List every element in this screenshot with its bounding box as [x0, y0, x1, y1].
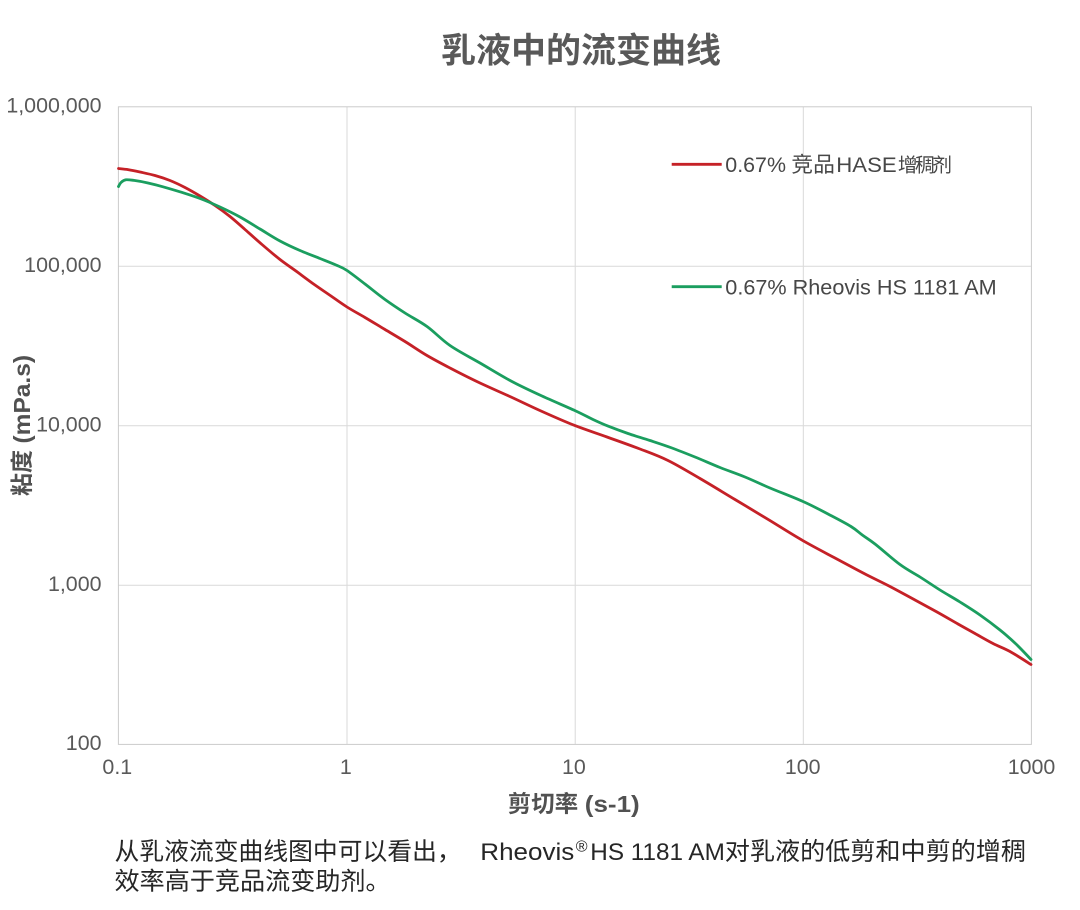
svg-text:100: 100 — [66, 731, 102, 755]
svg-text:®: ® — [576, 839, 588, 856]
svg-text:1: 1 — [340, 755, 352, 779]
svg-text:(s-1): (s-1) — [585, 791, 640, 817]
svg-text:100: 100 — [785, 755, 821, 779]
svg-text:Rheovis: Rheovis — [480, 839, 574, 866]
svg-text:HS 1181 AM: HS 1181 AM — [590, 839, 725, 866]
svg-text:100,000: 100,000 — [24, 253, 101, 277]
svg-text:1000: 1000 — [1008, 755, 1056, 779]
svg-text:1,000: 1,000 — [48, 572, 102, 596]
svg-text:10: 10 — [562, 755, 586, 779]
svg-text:(mPa.s): (mPa.s) — [9, 355, 35, 444]
svg-text:10,000: 10,000 — [36, 413, 102, 437]
svg-text:0.67%: 0.67% — [725, 153, 786, 177]
svg-text:0.67% Rheovis HS 1181 AM: 0.67% Rheovis HS 1181 AM — [725, 276, 996, 300]
svg-text:1,000,000: 1,000,000 — [6, 94, 101, 118]
svg-text:HASE: HASE — [836, 153, 896, 177]
svg-text:0.1: 0.1 — [102, 755, 132, 779]
